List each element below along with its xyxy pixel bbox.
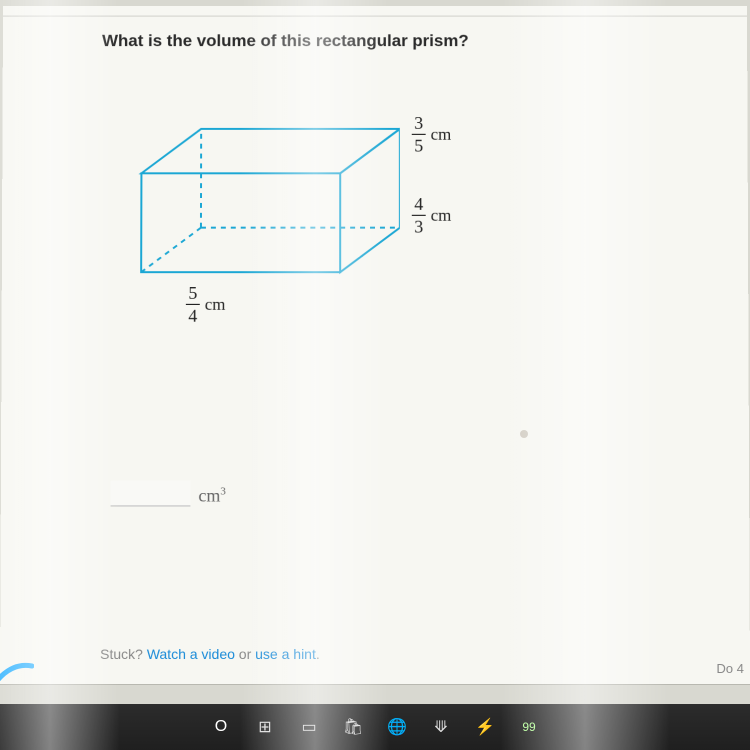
frac-bar (186, 304, 200, 305)
top-rule (3, 16, 747, 17)
frac-bar (412, 134, 426, 135)
answer-box: cm3 (111, 481, 226, 507)
file-explorer-icon[interactable]: ▭ (298, 716, 320, 738)
cortana-icon[interactable]: O (210, 716, 232, 738)
question-text: What is the volume of this rectangular p… (102, 31, 707, 51)
width-num: 5 (188, 284, 197, 302)
stuck-tail: . (316, 646, 320, 662)
taskbar: O ⊞ ▭ 🛍 🌐 ⟱ ⚡ 99 (0, 704, 750, 750)
watch-video-link[interactable]: Watch a video (147, 646, 235, 662)
screen-area: What is the volume of this rectangular p… (0, 6, 750, 685)
answer-input[interactable] (111, 481, 191, 507)
dim-depth: 4 3 cm (412, 195, 452, 236)
content-area: What is the volume of this rectangular p… (102, 31, 707, 51)
depth-den: 3 (414, 218, 423, 236)
store-icon[interactable]: 🛍 (342, 716, 364, 738)
width-den: 4 (188, 307, 197, 325)
flash-icon[interactable]: ⚡ (474, 716, 496, 738)
answer-unit: cm3 (198, 486, 225, 507)
swoosh-icon (0, 652, 34, 692)
use-hint-link[interactable]: use a hint (255, 646, 316, 662)
task-view-icon[interactable]: ⊞ (254, 716, 276, 738)
battery-icon[interactable]: 99 (518, 716, 540, 738)
width-unit: cm (205, 294, 226, 314)
frac-bar (412, 215, 426, 216)
do4-text: Do 4 (716, 661, 744, 676)
height-unit: cm (431, 124, 452, 144)
dim-width: 5 4 cm (186, 284, 226, 325)
stuck-or: or (235, 646, 255, 662)
dim-height: 3 5 cm (412, 114, 452, 154)
stuck-lead: Stuck? (100, 646, 147, 662)
stuck-line: Stuck? Watch a video or use a hint. (100, 646, 320, 662)
height-den: 5 (414, 137, 423, 155)
prism-figure: 3 5 cm 4 3 cm 5 4 cm (121, 114, 400, 312)
depth-num: 4 (414, 195, 423, 213)
edge-icon[interactable]: 🌐 (386, 716, 408, 738)
depth-unit: cm (431, 205, 452, 225)
dust-speck (520, 430, 528, 438)
prism-svg (121, 114, 400, 312)
height-num: 3 (414, 114, 423, 132)
dropbox-icon[interactable]: ⟱ (430, 716, 452, 738)
